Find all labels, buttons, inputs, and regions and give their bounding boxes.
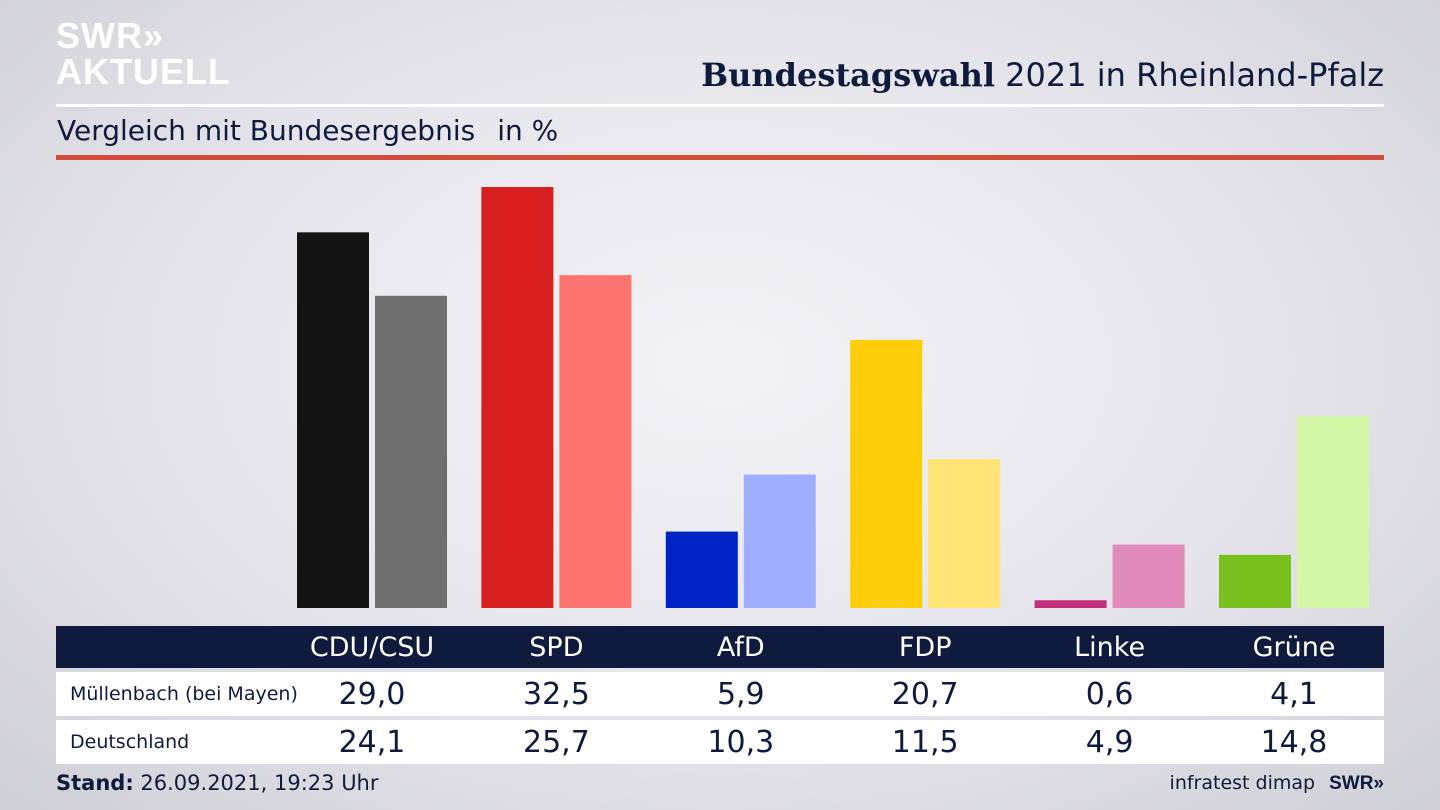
value-gr-ne-muellenbach: 4,1	[1270, 676, 1318, 712]
value-spd-muellenbach: 32,5	[522, 676, 590, 712]
bar-chart	[297, 187, 1369, 609]
party-label-cdu-csu: CDU/CSU	[309, 631, 435, 663]
bar-cdu-csu-deutschland	[375, 295, 447, 608]
bar-gr-ne-deutschland	[1297, 416, 1369, 608]
subtitle-unit: in %	[497, 114, 559, 147]
bar-gr-ne-muellenbach	[1219, 554, 1291, 608]
title-rest: 2021 in Rheinland-Pfalz	[1005, 56, 1384, 94]
party-label-spd: SPD	[529, 631, 584, 663]
bar-afd-muellenbach	[665, 531, 738, 608]
bar-spd-deutschland	[559, 275, 632, 608]
party-label-afd: AfD	[716, 631, 765, 663]
party-label-linke: Linke	[1074, 631, 1146, 663]
title-bold: Bundestagswahl	[701, 56, 995, 94]
value-linke-muellenbach: 0,6	[1085, 676, 1134, 712]
bar-fdp-muellenbach	[850, 339, 923, 608]
results-table: CDU/CSU SPD AfD FDP Linke Grüne Müllenbach (b…	[56, 626, 1384, 764]
timestamp: Stand: 26.09.2021, 19:23 Uhr	[56, 771, 379, 795]
table-row-deutschland: Deutschland 24,1 25,7 10,3 11,5 4,9 14,8	[56, 720, 1384, 764]
source-credit: infratest dimap SWR»	[1170, 772, 1384, 795]
logo-aktuell-text: AKTUELL	[56, 51, 231, 92]
bar-cdu-csu-muellenbach	[297, 232, 369, 609]
swr-aktuell-logo: SWR» AKTUELL	[56, 18, 231, 90]
chart-subtitle: Vergleich mit Bundesergebnis in %	[57, 114, 558, 147]
bar-spd-muellenbach	[481, 187, 554, 608]
bar-linke-deutschland	[1112, 544, 1185, 608]
subtitle-divider	[56, 155, 1384, 160]
party-header-row: CDU/CSU SPD AfD FDP Linke Grüne	[56, 626, 1384, 668]
value-fdp-muellenbach: 20,7	[891, 676, 959, 712]
stand-label: Stand:	[56, 771, 134, 795]
value-gr-ne-deutschland: 14,8	[1260, 724, 1328, 760]
party-label-fdp: FDP	[898, 631, 952, 663]
bar-linke-muellenbach	[1034, 600, 1107, 608]
value-cdu-csu-muellenbach: 29,0	[338, 676, 406, 712]
bar-fdp-deutschland	[928, 459, 1001, 608]
page-title: Bundestagswahl 2021 in Rheinland-Pfalz	[701, 56, 1384, 94]
party-label-gr-ne: Grüne	[1252, 631, 1336, 663]
header-divider	[56, 104, 1384, 107]
value-linke-deutschland: 4,9	[1085, 724, 1134, 760]
value-afd-muellenbach: 5,9	[716, 676, 765, 712]
value-fdp-deutschland: 11,5	[891, 724, 959, 760]
value-afd-deutschland: 10,3	[707, 724, 775, 760]
value-cdu-csu-deutschland: 24,1	[338, 724, 406, 760]
subtitle-text: Vergleich mit Bundesergebnis	[57, 114, 476, 147]
bar-afd-deutschland	[743, 474, 816, 608]
logo-swr-text: SWR»	[56, 15, 165, 56]
source-text: infratest dimap	[1169, 772, 1316, 794]
swr-brand: SWR»	[1329, 773, 1384, 794]
row-label-deutschland: Deutschland	[70, 731, 190, 753]
stand-value: 26.09.2021, 19:23 Uhr	[140, 771, 379, 795]
row-label-muellenbach: Müllenbach (bei Mayen)	[70, 683, 298, 705]
table-row-muellenbach: Müllenbach (bei Mayen) 29,0 32,5 5,9 20,7 0,…	[56, 672, 1384, 716]
value-spd-deutschland: 25,7	[522, 724, 590, 760]
